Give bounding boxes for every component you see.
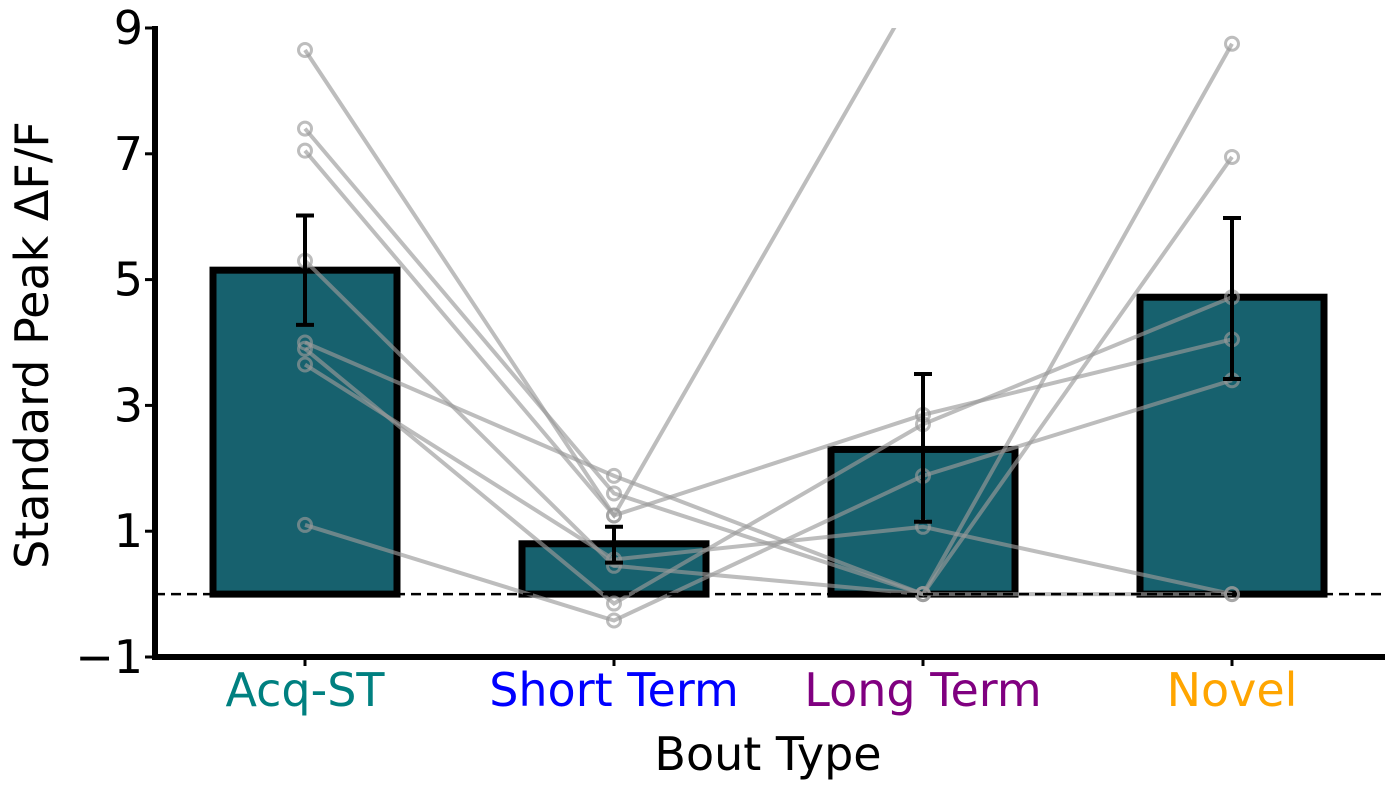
- bar-novel: [1136, 293, 1328, 598]
- individual-line-8: [304, 378, 1233, 623]
- individual-point-2-2: [606, 485, 622, 502]
- y-axis-label: Standard Peak ΔF/F: [5, 121, 59, 569]
- individual-point-7-4: [1224, 586, 1240, 603]
- y-tick-label-4: 7: [114, 127, 143, 181]
- error-bars-layer: [296, 213, 1241, 565]
- individual-line-2: [303, 42, 1234, 597]
- y-tick-label-0: −1: [75, 630, 143, 684]
- individual-point-2-4: [1224, 35, 1240, 52]
- individual-line-4: [303, 155, 1234, 597]
- individual-point-8-2: [606, 612, 622, 629]
- axes-layer: −1 1 3 5 7 9 Acq-ST Short Term Long Term Novel: [75, 1, 1385, 717]
- individual-point-2-1: [297, 120, 313, 137]
- individual-line-7: [303, 362, 1233, 597]
- individual-line-1: [303, 48, 1233, 518]
- x-tick-label-acq-st: Acq-ST: [225, 663, 385, 717]
- individual-lines-layer: [297, 28, 1240, 629]
- y-tick-label-2: 3: [114, 378, 143, 432]
- y-tick-label-1: 1: [114, 504, 143, 558]
- individual-point-7-1: [297, 356, 313, 373]
- individual-line-6: [303, 295, 1233, 606]
- individual-point-1-1: [297, 42, 313, 59]
- y-tick-label-5: 9: [114, 1, 143, 55]
- x-tick-label-long-term: Long Term: [804, 663, 1041, 717]
- individual-line-3: [303, 28, 897, 519]
- individual-point-6-2: [606, 595, 622, 612]
- individual-point-8-1: [297, 516, 313, 533]
- y-tick-label-3: 5: [114, 253, 143, 307]
- individual-line-5: [304, 340, 1232, 597]
- x-axis-label: Bout Type: [654, 727, 881, 781]
- individual-point-3-1: [297, 142, 313, 159]
- individual-point-5-2: [606, 467, 622, 484]
- individual-point-6-1: [297, 340, 313, 357]
- x-tick-label-novel: Novel: [1167, 663, 1298, 717]
- individual-point-3-2: [606, 507, 622, 524]
- individual-point-4-4: [1224, 148, 1240, 165]
- x-tick-label-short-term: Short Term: [489, 663, 739, 717]
